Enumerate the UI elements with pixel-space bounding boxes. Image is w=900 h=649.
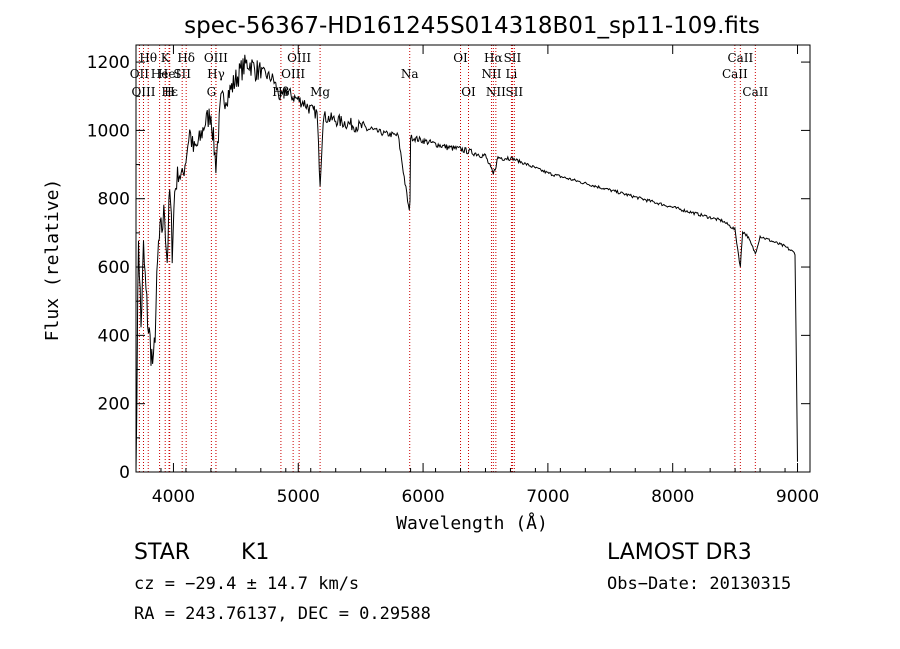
line-marker-label-19: OI bbox=[461, 85, 476, 99]
line-marker-label-10: OIII bbox=[204, 51, 228, 65]
y-tick-label-5: 1000 bbox=[87, 121, 130, 141]
x-tick-label-3: 7000 bbox=[526, 487, 569, 507]
line-marker-label-18: OI bbox=[453, 51, 468, 65]
line-marker-label-8: H bbox=[164, 85, 174, 99]
line-marker-label-11: Hγ bbox=[207, 67, 225, 81]
spectrum-line bbox=[135, 54, 798, 473]
line-marker-label-6: HeI bbox=[158, 67, 181, 81]
line-marker-label-21: NII bbox=[481, 67, 501, 81]
line-marker-label-1: OII bbox=[130, 67, 150, 81]
x-tick-label-4: 8000 bbox=[651, 487, 694, 507]
y-tick-label-6: 1200 bbox=[87, 53, 130, 73]
line-marker-label-24: Li bbox=[506, 67, 518, 81]
x-tick-label-1: 5000 bbox=[277, 487, 320, 507]
x-tick-label-2: 6000 bbox=[401, 487, 444, 507]
line-marker-label-27: CaII bbox=[722, 67, 748, 81]
y-tick-label-4: 800 bbox=[98, 190, 130, 210]
survey-name: LAMOST DR3 bbox=[607, 540, 752, 565]
x-tick-label-5: 9000 bbox=[776, 487, 819, 507]
observation-date: Obs−Date: 20130315 bbox=[607, 574, 792, 594]
line-marker-label-16: Mg bbox=[310, 85, 330, 99]
coordinates: RA = 243.76137, DEC = 0.29588 bbox=[134, 604, 431, 624]
object-class: STAR bbox=[134, 540, 191, 565]
line-marker-label-25: SII bbox=[505, 85, 523, 99]
line-marker-label-20: Hα bbox=[484, 51, 503, 65]
line-marker-label-0: Hθ bbox=[139, 51, 157, 65]
line-marker-label-4: K bbox=[161, 51, 171, 65]
line-marker-label-28: CaII bbox=[742, 85, 768, 99]
spectrum-chart: spec-56367-HD161245S014318B01_sp11-109.f… bbox=[42, 13, 819, 534]
y-tick-label-0: 0 bbox=[119, 463, 130, 483]
x-tick-label-0: 4000 bbox=[152, 487, 195, 507]
line-marker-label-22: NII bbox=[486, 85, 506, 99]
y-axis-label: Flux (relative) bbox=[42, 179, 63, 342]
x-axis-ticks: 4000 5000 6000 7000 8000 9000 bbox=[135, 45, 819, 507]
line-marker-label-9: Hδ bbox=[177, 51, 195, 65]
redshift-cz: cz = −29.4 ± 14.7 km/s bbox=[134, 574, 360, 594]
y-tick-label-2: 400 bbox=[98, 326, 130, 346]
line-marker-label-26: CaII bbox=[727, 51, 753, 65]
line-marker-label-14: OIII bbox=[281, 67, 305, 81]
line-marker-label-2: OIII bbox=[131, 85, 155, 99]
line-marker-label-5: Hε bbox=[161, 85, 178, 99]
plot-frame bbox=[135, 44, 811, 473]
line-marker-label-17: Na bbox=[401, 67, 419, 81]
y-tick-label-1: 200 bbox=[98, 395, 130, 415]
object-subclass: K1 bbox=[241, 540, 270, 565]
line-marker-label-3: He bbox=[151, 67, 169, 81]
y-axis-ticks: 0 200 400 600 800 1000 1200 bbox=[87, 53, 810, 483]
y-tick-label-3: 600 bbox=[98, 258, 130, 278]
line-marker-label-23: SII bbox=[504, 51, 522, 65]
chart-title: spec-56367-HD161245S014318B01_sp11-109.f… bbox=[184, 13, 760, 39]
line-marker-label-12: G bbox=[207, 85, 217, 99]
x-axis-label: Wavelength (Å) bbox=[396, 512, 548, 534]
line-marker-label-13: OIII bbox=[287, 51, 311, 65]
line-marker-label-7: SII bbox=[173, 67, 191, 81]
line-markers bbox=[138, 45, 756, 472]
